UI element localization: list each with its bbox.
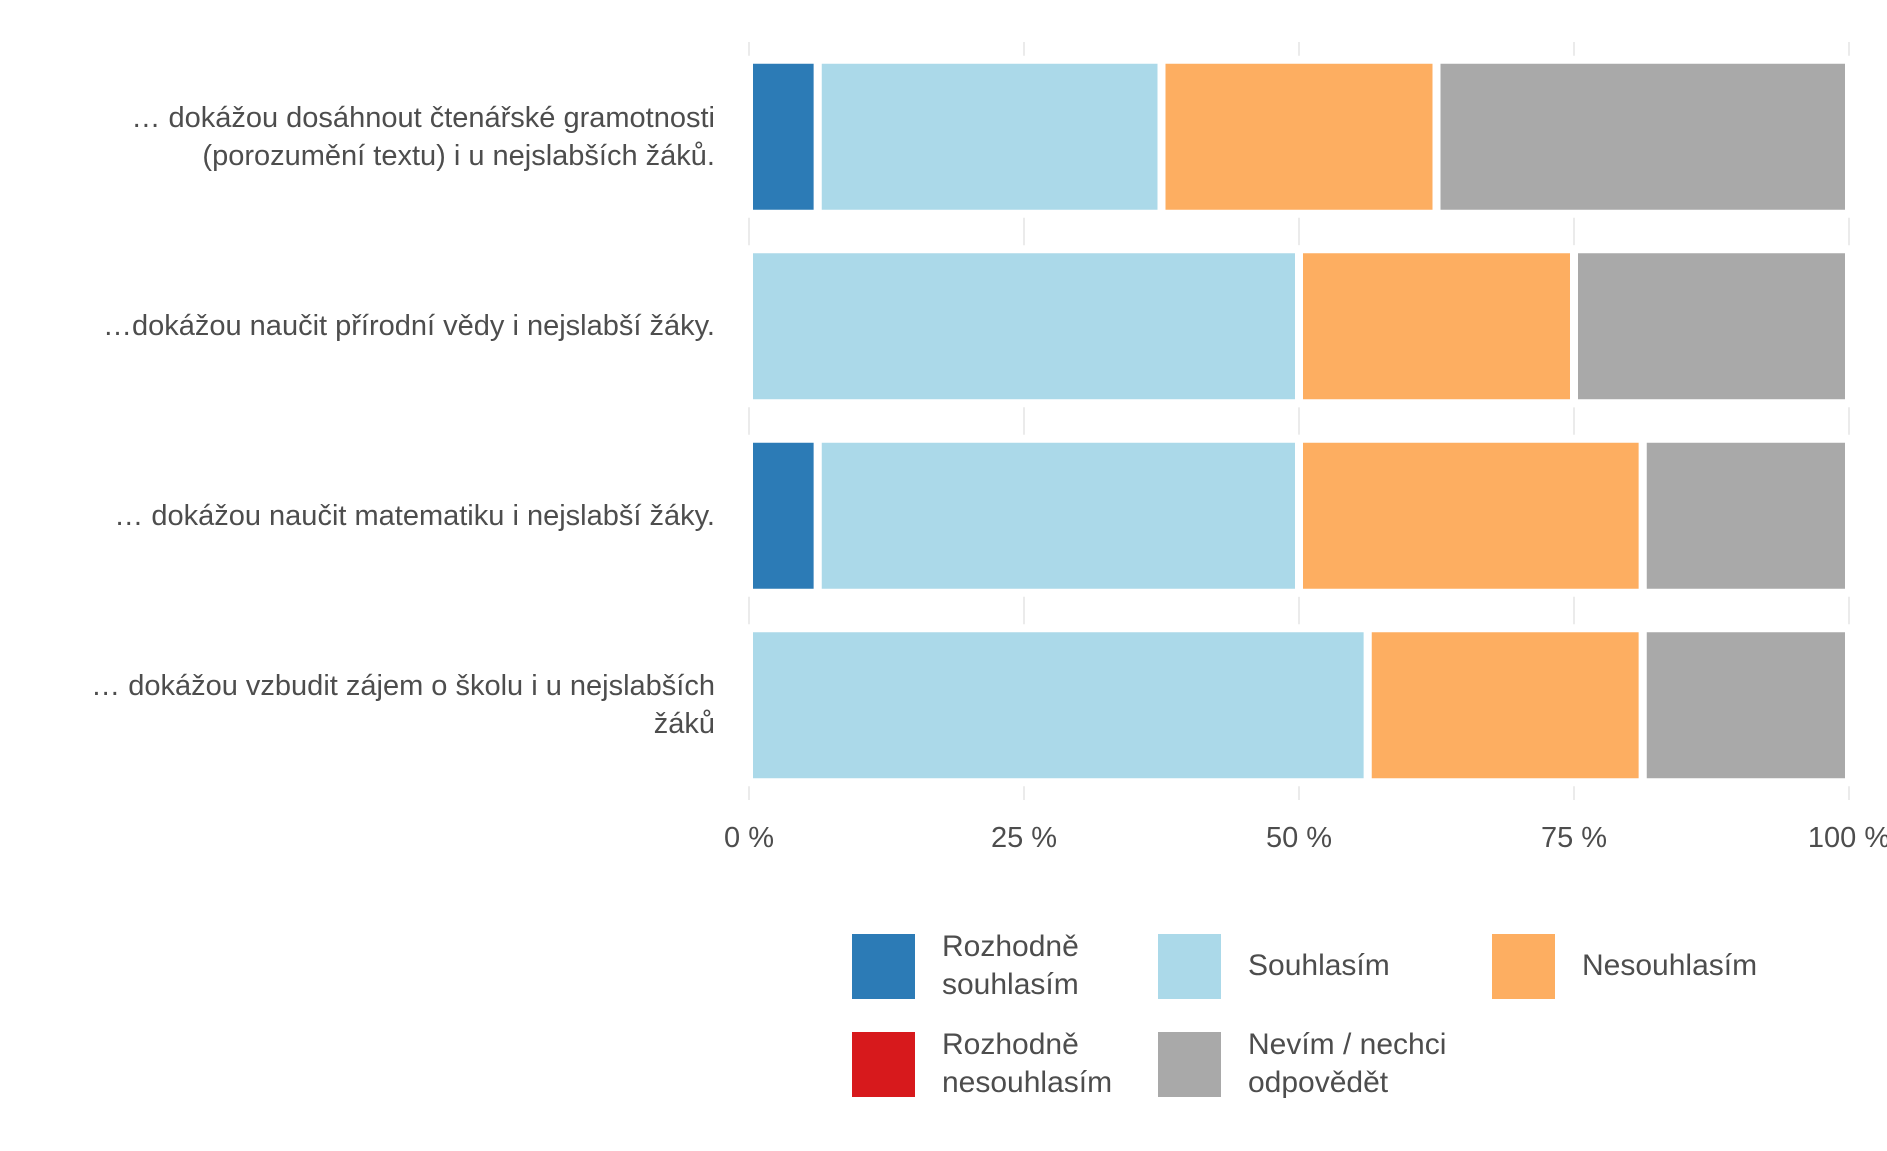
- bar-segment: [1363, 624, 1647, 787]
- bar-segment: [745, 55, 822, 218]
- bar-segment: [1638, 624, 1853, 787]
- legend-label: Nesouhlasím: [1582, 949, 1758, 982]
- legend-swatch: [852, 934, 915, 999]
- x-tick-label: 50 %: [1265, 822, 1333, 854]
- bar-segment: [813, 434, 1303, 597]
- legend-swatch: [1158, 1032, 1221, 1097]
- legend-swatch: [1158, 934, 1221, 999]
- category-label: …dokážou naučit přírodní vědy i nejslabš…: [102, 310, 715, 343]
- x-tick-label: 100 %: [1807, 822, 1887, 854]
- legend-swatch: [1492, 934, 1555, 999]
- legend-label: Souhlasím: [1248, 949, 1390, 982]
- bar-segment: [1432, 55, 1853, 218]
- x-tick-label: 75 %: [1540, 822, 1608, 854]
- x-tick-label: 25 %: [990, 822, 1058, 854]
- bar-segment: [1157, 55, 1441, 218]
- legend-label: Rozhodně nesouhlasím: [942, 1028, 1113, 1099]
- x-tick-label: 0 %: [724, 822, 774, 854]
- category-label: … dokážou vzbudit zájem o školu i u nejs…: [91, 670, 715, 741]
- category-label: … dokážou dosáhnout čtenářské gramotnost…: [131, 101, 715, 172]
- bar-segment: [745, 434, 822, 597]
- bar-segment: [745, 245, 1303, 408]
- bar-segment: [1295, 245, 1578, 408]
- legend-label: Nevím / nechci odpovědět: [1248, 1028, 1447, 1099]
- category-label: … dokážou naučit matematiku i nejslabší …: [114, 499, 715, 532]
- bar-segment: [745, 624, 1372, 787]
- legend-swatch: [852, 1032, 915, 1097]
- bar-segment: [813, 55, 1166, 218]
- bar-segment: [1638, 434, 1853, 597]
- bar-segment: [1570, 245, 1853, 408]
- bar-segment: [1295, 434, 1647, 597]
- legend-label: Rozhodně souhlasím: [942, 930, 1079, 1001]
